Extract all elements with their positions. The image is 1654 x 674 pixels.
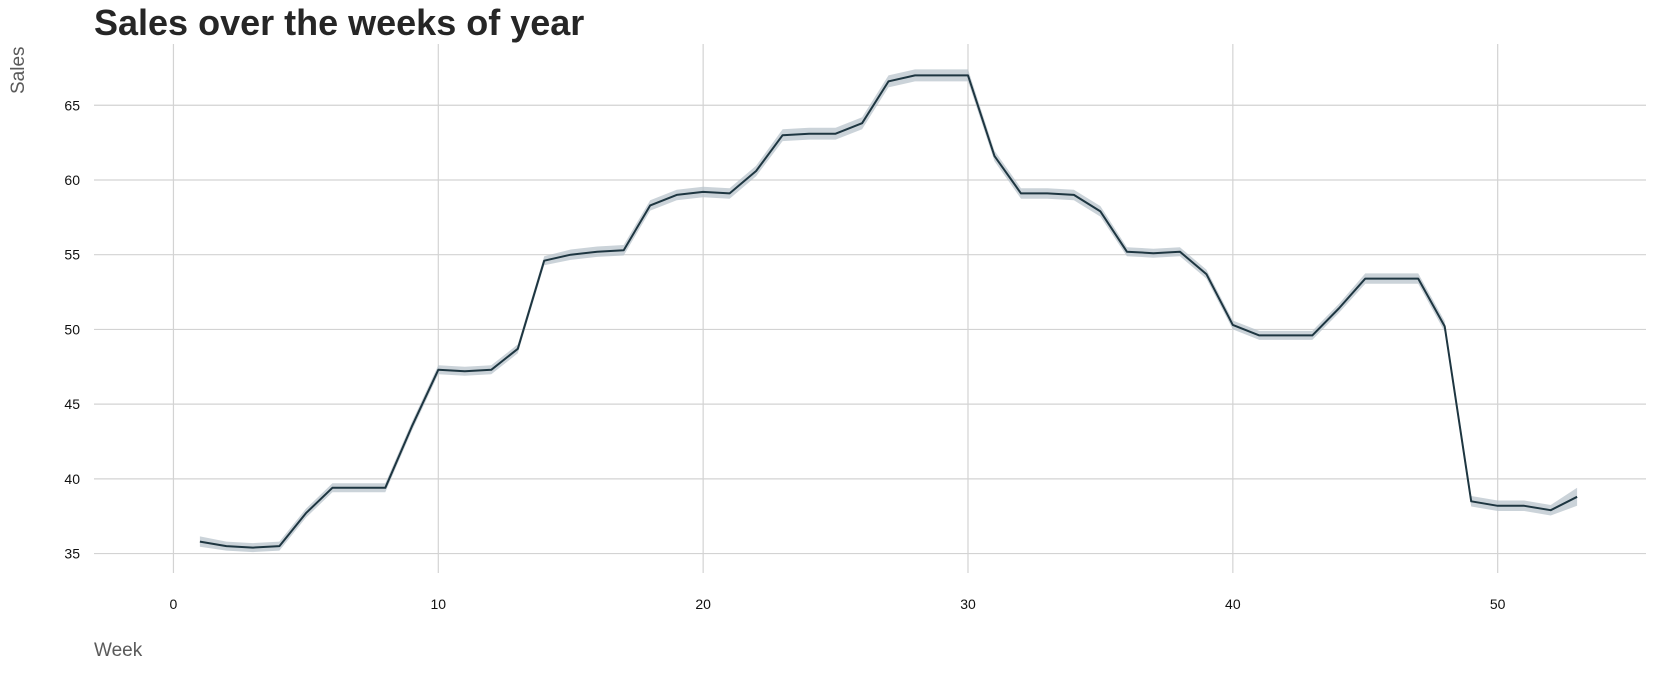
x-tick-label: 30 xyxy=(960,596,976,612)
data-point xyxy=(1417,278,1419,280)
data-point xyxy=(835,133,837,135)
data-point xyxy=(941,74,943,76)
data-point xyxy=(1126,251,1128,253)
data-point xyxy=(1470,500,1472,502)
data-point xyxy=(623,249,625,251)
data-point xyxy=(1232,324,1234,326)
data-point xyxy=(464,370,466,372)
data-point xyxy=(1258,334,1260,336)
y-tick-label: 40 xyxy=(64,471,80,487)
x-tick-label: 20 xyxy=(695,596,711,612)
data-point xyxy=(649,204,651,206)
data-point xyxy=(967,74,969,76)
chart-title: Sales over the weeks of year xyxy=(94,2,585,43)
series-layer xyxy=(199,69,1578,553)
data-point xyxy=(570,254,572,256)
data-point xyxy=(729,192,731,194)
data-point xyxy=(1099,210,1101,212)
data-point xyxy=(1338,308,1340,310)
data-point xyxy=(252,547,254,549)
data-point xyxy=(199,541,201,543)
y-tick-label: 45 xyxy=(64,396,80,412)
data-point xyxy=(358,487,360,489)
data-point xyxy=(278,545,280,547)
data-point xyxy=(517,348,519,350)
data-point xyxy=(1152,252,1154,254)
data-point xyxy=(1576,496,1578,498)
data-point xyxy=(914,74,916,76)
data-point xyxy=(1046,192,1048,194)
data-point xyxy=(1073,194,1075,196)
data-point xyxy=(411,426,413,428)
x-axis-label: Week xyxy=(94,640,143,661)
data-point xyxy=(861,122,863,124)
x-tick-label: 10 xyxy=(431,596,447,612)
data-point xyxy=(384,487,386,489)
y-tick-label: 50 xyxy=(64,321,80,337)
data-point xyxy=(1391,278,1393,280)
data-point xyxy=(782,134,784,136)
data-point xyxy=(490,369,492,371)
data-point xyxy=(1311,334,1313,336)
y-tick-label: 55 xyxy=(64,247,80,263)
x-tick-label: 40 xyxy=(1225,596,1241,612)
data-point xyxy=(1285,334,1287,336)
y-tick-label: 35 xyxy=(64,546,80,562)
x-tick-label: 50 xyxy=(1490,596,1506,612)
data-point xyxy=(1444,325,1446,327)
confidence-band xyxy=(199,69,1578,553)
data-point xyxy=(888,80,890,82)
data-point xyxy=(755,170,757,172)
data-point xyxy=(437,369,439,371)
tick-labels: 35 40 45 50 55 60 65 0 10 20 30 40 50 xyxy=(64,97,1505,612)
sales-line xyxy=(199,74,1578,549)
data-point xyxy=(543,260,545,262)
y-tick-label: 65 xyxy=(64,97,80,113)
data-point xyxy=(808,133,810,135)
data-point xyxy=(676,194,678,196)
data-point xyxy=(1497,505,1499,507)
data-point xyxy=(1020,192,1022,194)
data-point xyxy=(225,545,227,547)
x-tick-label: 0 xyxy=(170,596,178,612)
data-point xyxy=(331,487,333,489)
data-point xyxy=(1179,251,1181,253)
data-point xyxy=(702,191,704,193)
y-tick-label: 60 xyxy=(64,172,80,188)
data-point xyxy=(596,251,598,253)
data-point xyxy=(993,155,995,157)
data-point xyxy=(1550,509,1552,511)
data-point xyxy=(1205,273,1207,275)
data-point xyxy=(1523,505,1525,507)
data-point xyxy=(1364,278,1366,280)
data-point xyxy=(305,512,307,514)
